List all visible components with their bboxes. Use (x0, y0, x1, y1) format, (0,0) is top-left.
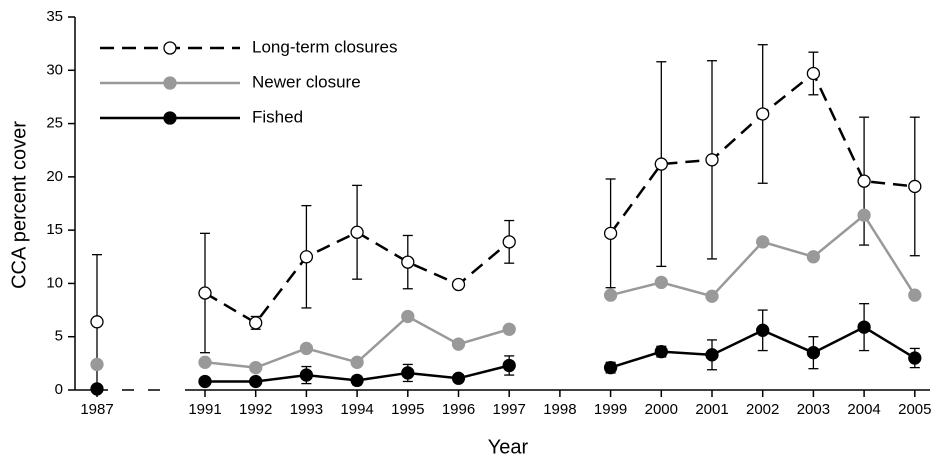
point (451, 277, 466, 292)
point (198, 374, 212, 389)
point (857, 320, 871, 334)
point (857, 208, 871, 222)
series-line (204, 71, 915, 325)
y-tick-label: 0 (55, 381, 63, 398)
point (705, 348, 719, 362)
x-tick-label: 1998 (543, 401, 576, 418)
x-tick-label: 1995 (391, 401, 424, 418)
point (806, 250, 821, 264)
point (806, 66, 821, 81)
point (451, 337, 466, 351)
y-tick-label: 30 (46, 61, 63, 78)
point (756, 323, 770, 337)
point (705, 289, 719, 303)
point (299, 341, 314, 356)
point (249, 374, 263, 389)
point (198, 355, 212, 369)
point (90, 357, 104, 372)
point (299, 250, 314, 264)
legend-marker (163, 41, 177, 55)
point (350, 225, 364, 239)
point (502, 235, 516, 249)
x-tick-label: 1994 (340, 401, 373, 418)
x-tick-label: 1996 (442, 401, 475, 418)
point (705, 153, 719, 167)
point (401, 255, 415, 269)
point (249, 316, 263, 330)
x-tick-label: 2003 (797, 401, 830, 418)
y-tick-label: 25 (46, 115, 63, 132)
point (756, 107, 770, 121)
point (90, 382, 104, 396)
point (90, 315, 104, 329)
x-axis-title: Year (488, 436, 529, 458)
x-tick-label: 1992 (239, 401, 272, 418)
point (401, 309, 415, 324)
point (908, 351, 922, 365)
y-axis-title: CCA percent cover (8, 121, 30, 289)
point (654, 157, 668, 171)
x-tick-label: 2000 (645, 401, 678, 418)
x-tick-label: 2002 (746, 401, 779, 418)
point (756, 235, 770, 249)
x-tick-label: 1997 (493, 401, 526, 418)
point (451, 371, 466, 385)
x-tick-label: 1991 (188, 401, 221, 418)
legend-marker (163, 76, 177, 90)
point (603, 360, 618, 375)
point (401, 366, 415, 380)
legend-label: Newer closure (252, 72, 361, 91)
y-tick-label: 5 (55, 328, 63, 345)
legend-label: Fished (252, 107, 303, 126)
point (502, 322, 516, 336)
x-tick-label: 2004 (847, 401, 880, 418)
point (299, 368, 314, 382)
legend-marker (163, 111, 177, 125)
x-tick-label: 1999 (594, 401, 627, 418)
point (350, 355, 364, 369)
point (908, 288, 922, 302)
x-tick-label: 1993 (290, 401, 323, 418)
y-tick-label: 10 (46, 274, 63, 291)
y-tick-label: 20 (46, 168, 63, 185)
legend-label: Long-term closures (252, 37, 398, 56)
y-tick-label: 35 (46, 8, 63, 25)
point (603, 226, 618, 240)
x-tick-label: 2005 (898, 401, 931, 418)
x-tick-label: 1987 (80, 401, 113, 418)
point (806, 346, 821, 360)
point (654, 344, 668, 359)
y-tick-label: 15 (46, 221, 63, 238)
point (198, 286, 212, 300)
point (603, 288, 618, 302)
x-tick-label: 2001 (695, 401, 728, 418)
point (249, 360, 263, 375)
point (502, 358, 516, 373)
point (857, 174, 871, 188)
point (654, 275, 668, 290)
point (350, 373, 364, 388)
point (908, 179, 922, 194)
